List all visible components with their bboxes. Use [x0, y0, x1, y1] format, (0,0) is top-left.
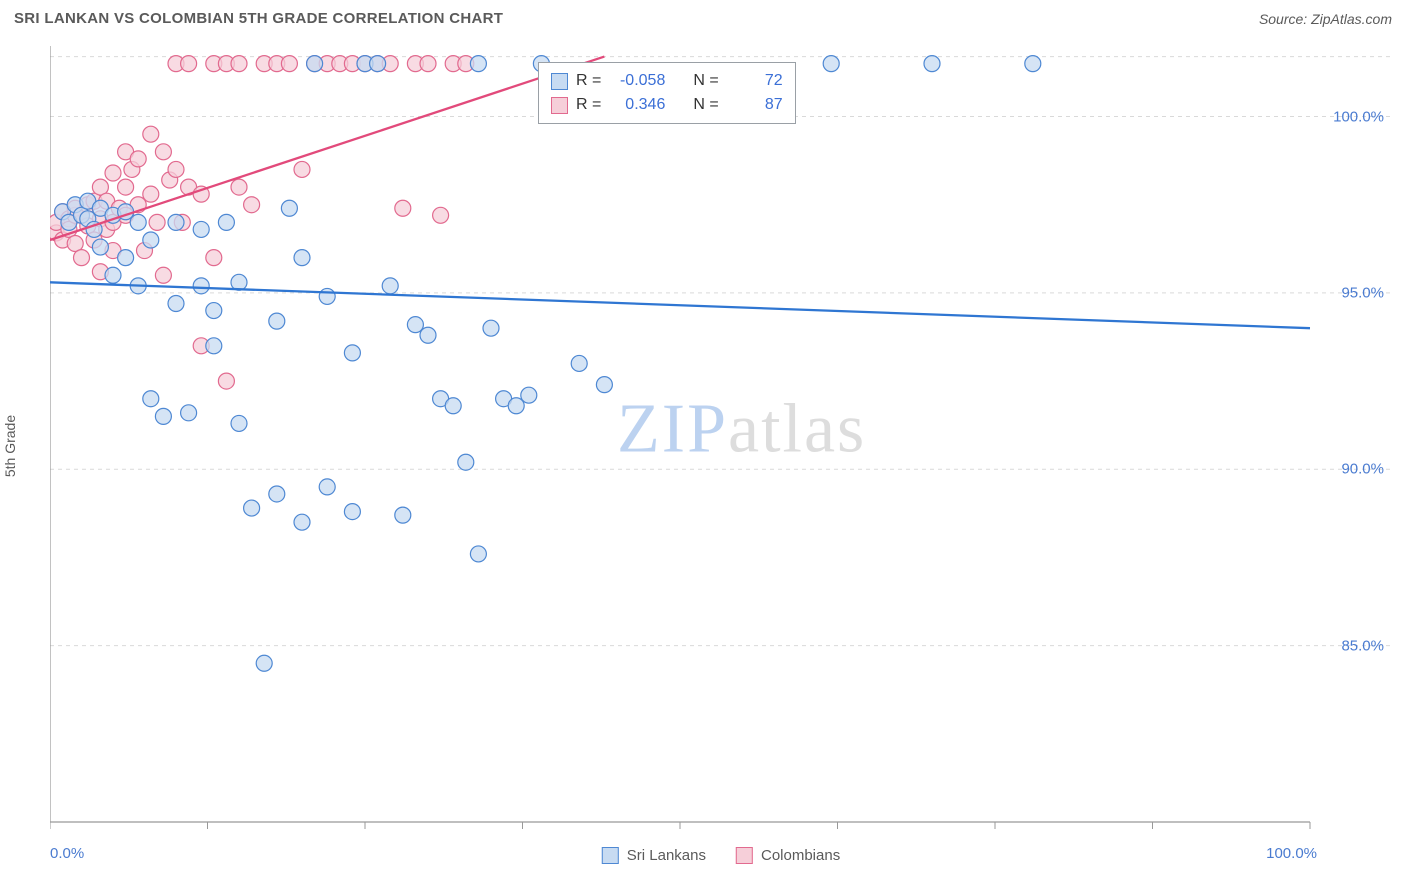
- legend-item-series2: Colombians: [736, 847, 840, 864]
- legend-item-series1: Sri Lankans: [602, 847, 706, 864]
- stats-row-series1: R = -0.058 N = 72: [551, 69, 783, 93]
- y-axis-label: 5th Grade: [2, 415, 18, 477]
- y-tick-label: 85.0%: [1341, 637, 1384, 654]
- source-label: Source: ZipAtlas.com: [1259, 11, 1392, 27]
- legend-label-1: Sri Lankans: [627, 847, 706, 864]
- legend: Sri Lankans Colombians: [602, 847, 840, 864]
- swatch-legend1: [602, 847, 619, 864]
- swatch-series2: [551, 97, 568, 114]
- r-value-1: -0.058: [609, 69, 665, 93]
- y-tick-label: 100.0%: [1333, 108, 1384, 125]
- x-axis-max-label: 100.0%: [1266, 845, 1317, 862]
- swatch-legend2: [736, 847, 753, 864]
- chart-title: SRI LANKAN VS COLOMBIAN 5TH GRADE CORREL…: [14, 10, 503, 27]
- correlation-stats-box: R = -0.058 N = 72 R = 0.346 N = 87: [538, 62, 796, 124]
- y-tick-label: 95.0%: [1341, 284, 1384, 301]
- svg-text:ZIPatlas: ZIPatlas: [617, 391, 866, 468]
- scatter-plot: ZIPatlas: [50, 46, 1392, 832]
- r-label: R =: [576, 69, 601, 93]
- x-axis-min-label: 0.0%: [50, 845, 84, 862]
- n-label: N =: [693, 93, 718, 117]
- n-value-1: 72: [727, 69, 783, 93]
- y-tick-label: 90.0%: [1341, 461, 1384, 478]
- legend-label-2: Colombians: [761, 847, 840, 864]
- n-label: N =: [693, 69, 718, 93]
- r-label: R =: [576, 93, 601, 117]
- n-value-2: 87: [727, 93, 783, 117]
- swatch-series1: [551, 73, 568, 90]
- stats-row-series2: R = 0.346 N = 87: [551, 93, 783, 117]
- r-value-2: 0.346: [609, 93, 665, 117]
- chart-area: ZIPatlas R = -0.058 N = 72 R = 0.346 N =…: [50, 46, 1392, 832]
